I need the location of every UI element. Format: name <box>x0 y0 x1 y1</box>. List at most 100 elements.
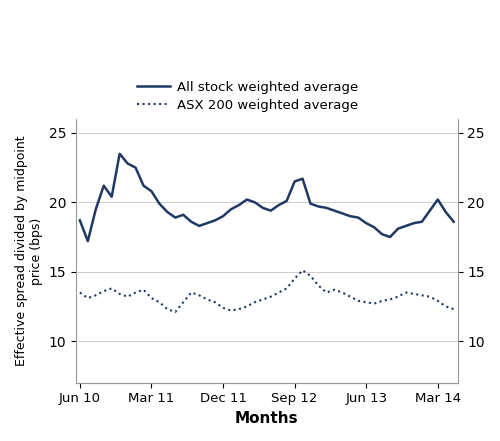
All stock weighted average <box>363 220 369 226</box>
ASX 200 weighted average <box>292 276 298 281</box>
All stock weighted average <box>85 239 91 244</box>
ASX 200 weighted average <box>124 294 130 299</box>
X-axis label: Months: Months <box>235 411 298 426</box>
ASX 200 weighted average <box>284 286 290 291</box>
All stock weighted average <box>411 220 417 226</box>
All stock weighted average <box>292 179 298 184</box>
ASX 200 weighted average <box>236 306 242 312</box>
ASX 200 weighted average <box>252 299 258 305</box>
All stock weighted average <box>260 205 266 210</box>
All stock weighted average <box>77 218 83 223</box>
ASX 200 weighted average <box>268 294 274 299</box>
All stock weighted average <box>236 202 242 208</box>
All stock weighted average <box>324 205 330 210</box>
All stock weighted average <box>316 204 322 209</box>
All stock weighted average <box>252 200 258 205</box>
ASX 200 weighted average <box>340 290 345 295</box>
All stock weighted average <box>93 206 99 212</box>
All stock weighted average <box>268 208 274 213</box>
All stock weighted average <box>188 219 194 224</box>
All stock weighted average <box>220 213 226 219</box>
ASX 200 weighted average <box>180 299 186 305</box>
All stock weighted average <box>172 215 178 220</box>
Y-axis label: Effective spread divided by midpoint
price (bps): Effective spread divided by midpoint pri… <box>15 135 43 366</box>
All stock weighted average <box>300 176 306 181</box>
ASX 200 weighted average <box>371 301 377 306</box>
ASX 200 weighted average <box>172 309 178 314</box>
All stock weighted average <box>100 183 106 188</box>
Line: All stock weighted average: All stock weighted average <box>80 154 454 241</box>
All stock weighted average <box>196 223 202 228</box>
ASX 200 weighted average <box>85 295 91 301</box>
Line: ASX 200 weighted average: ASX 200 weighted average <box>80 270 454 312</box>
ASX 200 weighted average <box>450 306 456 312</box>
ASX 200 weighted average <box>395 294 401 299</box>
ASX 200 weighted average <box>188 290 194 295</box>
ASX 200 weighted average <box>324 290 330 295</box>
All stock weighted average <box>124 161 130 166</box>
ASX 200 weighted average <box>260 297 266 302</box>
Legend: All stock weighted average, ASX 200 weighted average: All stock weighted average, ASX 200 weig… <box>138 81 358 112</box>
All stock weighted average <box>379 232 385 237</box>
ASX 200 weighted average <box>93 293 99 298</box>
All stock weighted average <box>371 224 377 230</box>
ASX 200 weighted average <box>244 304 250 309</box>
ASX 200 weighted average <box>411 291 417 296</box>
All stock weighted average <box>204 220 210 226</box>
ASX 200 weighted average <box>332 287 338 292</box>
ASX 200 weighted average <box>387 297 393 302</box>
All stock weighted average <box>387 234 393 239</box>
All stock weighted average <box>419 219 425 224</box>
All stock weighted average <box>427 208 433 213</box>
ASX 200 weighted average <box>228 308 234 313</box>
ASX 200 weighted average <box>100 288 106 294</box>
All stock weighted average <box>276 202 281 208</box>
All stock weighted average <box>450 219 456 224</box>
ASX 200 weighted average <box>435 298 441 303</box>
ASX 200 weighted average <box>427 294 433 299</box>
All stock weighted average <box>228 206 234 212</box>
All stock weighted average <box>355 215 361 220</box>
ASX 200 weighted average <box>308 273 314 279</box>
ASX 200 weighted average <box>276 290 281 295</box>
All stock weighted average <box>148 189 154 194</box>
All stock weighted average <box>140 183 146 188</box>
ASX 200 weighted average <box>164 306 170 312</box>
All stock weighted average <box>180 212 186 217</box>
ASX 200 weighted average <box>204 297 210 302</box>
All stock weighted average <box>435 197 441 202</box>
All stock weighted average <box>340 211 345 216</box>
All stock weighted average <box>244 197 250 202</box>
ASX 200 weighted average <box>220 305 226 310</box>
ASX 200 weighted average <box>108 286 114 291</box>
ASX 200 weighted average <box>300 268 306 273</box>
ASX 200 weighted average <box>196 293 202 298</box>
ASX 200 weighted average <box>348 294 354 299</box>
ASX 200 weighted average <box>419 293 425 298</box>
All stock weighted average <box>395 226 401 232</box>
ASX 200 weighted average <box>355 298 361 303</box>
All stock weighted average <box>284 198 290 204</box>
ASX 200 weighted average <box>116 291 122 296</box>
ASX 200 weighted average <box>132 290 138 295</box>
ASX 200 weighted average <box>316 283 322 288</box>
All stock weighted average <box>132 165 138 170</box>
All stock weighted average <box>212 218 218 223</box>
All stock weighted average <box>156 201 162 206</box>
All stock weighted average <box>332 208 338 213</box>
All stock weighted average <box>442 209 448 215</box>
ASX 200 weighted average <box>363 299 369 305</box>
ASX 200 weighted average <box>379 298 385 303</box>
ASX 200 weighted average <box>403 290 409 295</box>
All stock weighted average <box>108 194 114 199</box>
All stock weighted average <box>348 213 354 219</box>
ASX 200 weighted average <box>140 287 146 292</box>
ASX 200 weighted average <box>442 304 448 309</box>
All stock weighted average <box>164 209 170 215</box>
ASX 200 weighted average <box>156 299 162 305</box>
All stock weighted average <box>403 223 409 228</box>
ASX 200 weighted average <box>77 290 83 295</box>
ASX 200 weighted average <box>148 295 154 301</box>
All stock weighted average <box>308 201 314 206</box>
All stock weighted average <box>116 151 122 157</box>
